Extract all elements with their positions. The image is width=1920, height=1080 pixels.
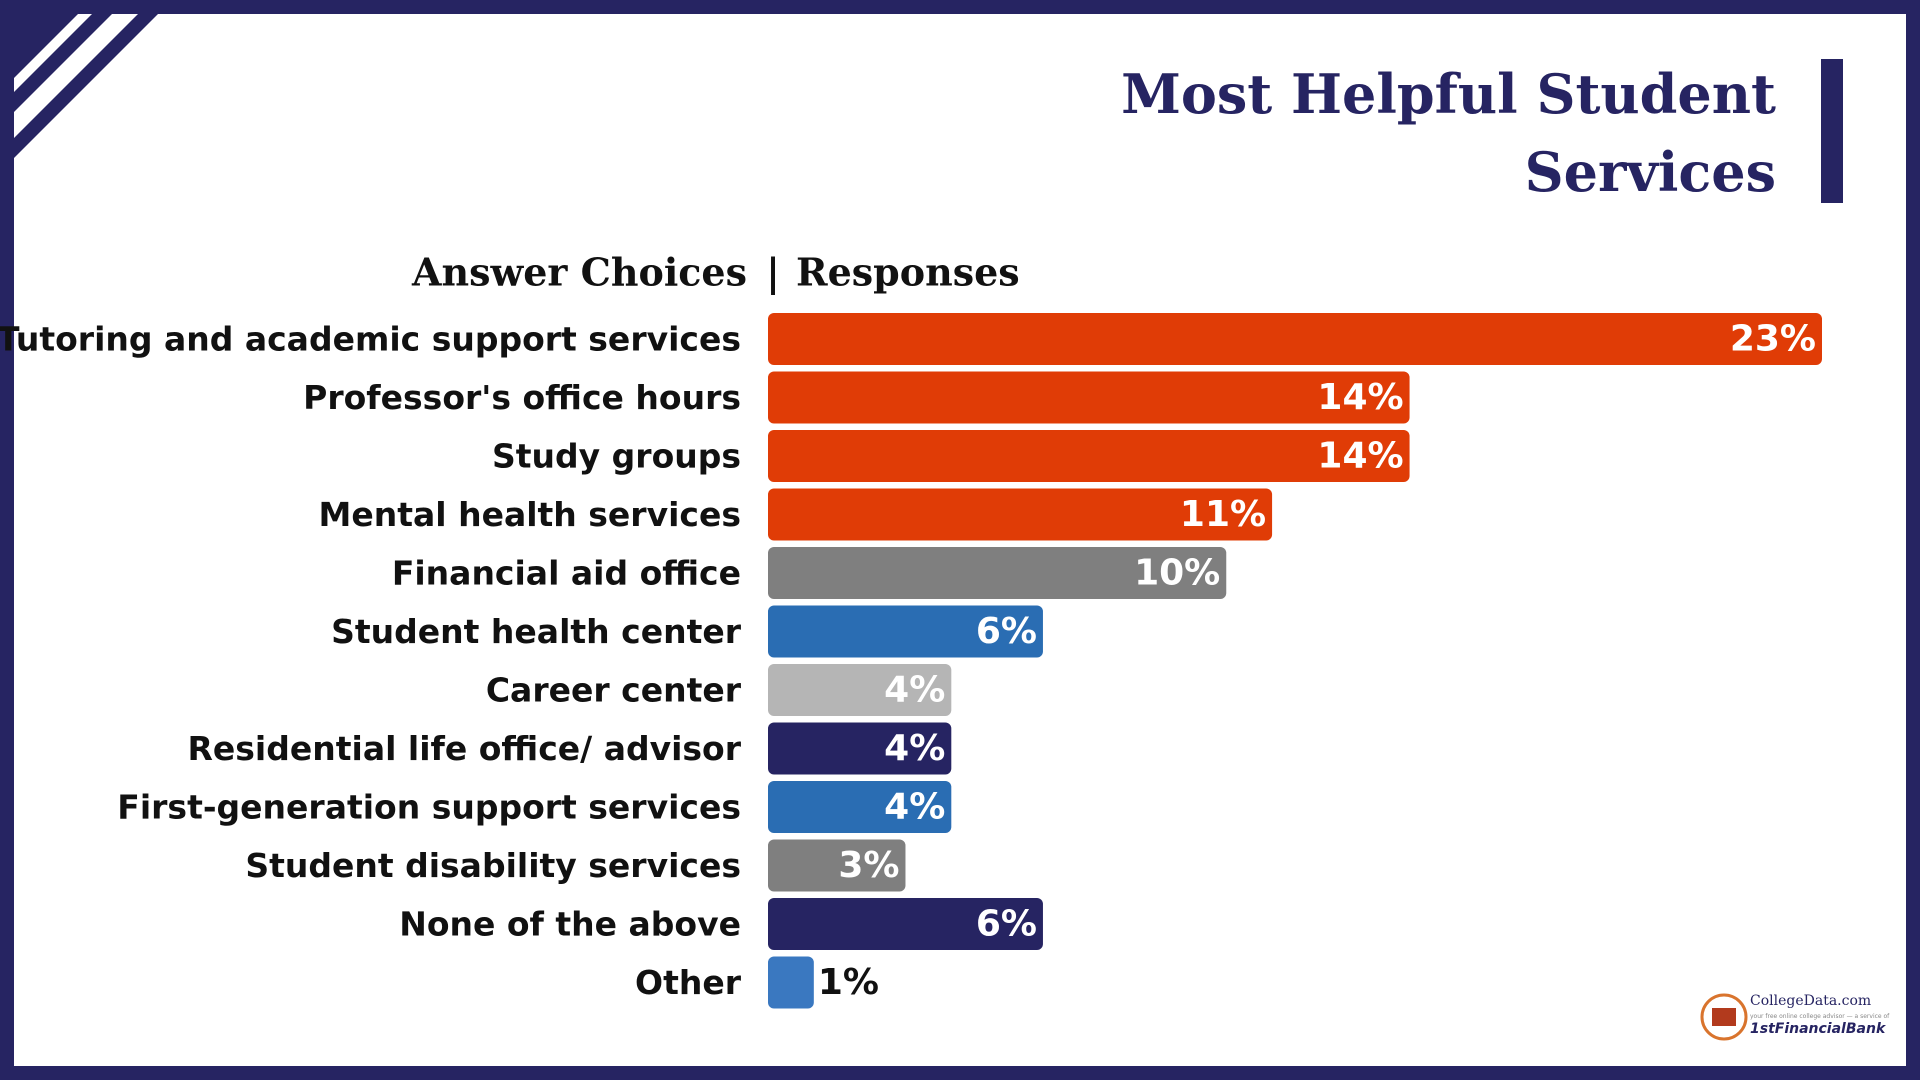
bar xyxy=(768,313,1822,365)
bar xyxy=(768,488,1273,541)
value-label: 4% xyxy=(884,787,945,828)
category-label: Student disability services xyxy=(245,846,741,885)
logo: CollegeData.com your free online college… xyxy=(1700,993,1890,1041)
header-separator: | xyxy=(766,250,780,295)
category-label: Professor's office hours xyxy=(303,378,741,417)
category-label: None of the above xyxy=(399,905,741,944)
value-label: 11% xyxy=(1180,494,1266,535)
category-label: First-generation support services xyxy=(117,788,741,827)
corner-stripe xyxy=(14,14,112,112)
category-label: Tutoring and academic support services xyxy=(0,320,741,359)
bar xyxy=(768,956,814,1009)
bar xyxy=(768,430,1410,482)
value-label: 4% xyxy=(884,728,945,769)
value-label: 1% xyxy=(818,962,879,1003)
logo-partner: 1stFinancialBank xyxy=(1750,1021,1887,1037)
category-header: Answer Choices xyxy=(411,250,747,295)
bar xyxy=(768,722,952,775)
category-label: Residential life office/ advisor xyxy=(187,729,741,768)
value-label: 6% xyxy=(976,611,1037,652)
value-label: 10% xyxy=(1134,553,1220,594)
value-label: 3% xyxy=(838,845,899,886)
corner-stripe xyxy=(14,14,158,158)
category-label: Mental health services xyxy=(319,495,741,534)
bar xyxy=(768,547,1227,599)
value-label: 6% xyxy=(976,904,1037,945)
bar xyxy=(768,371,1410,424)
category-label: Career center xyxy=(486,671,742,710)
chart-title: Most Helpful Student Services xyxy=(1121,62,1776,204)
category-label: Student health center xyxy=(331,612,742,651)
bar xyxy=(768,898,1043,950)
logo-icon xyxy=(1712,1008,1736,1026)
value-label: 14% xyxy=(1317,377,1403,418)
category-label: Financial aid office xyxy=(392,554,741,593)
category-label: Study groups xyxy=(492,437,741,476)
value-label: 23% xyxy=(1730,319,1816,360)
bar xyxy=(768,664,952,716)
logo-tagline: your free online college advisor — a ser… xyxy=(1750,1013,1890,1020)
bar xyxy=(768,839,906,892)
value-label: 14% xyxy=(1317,436,1403,477)
value-label: 4% xyxy=(884,670,945,711)
title-accent xyxy=(1821,59,1843,203)
category-label: Other xyxy=(635,963,742,1002)
logo-name: CollegeData.com xyxy=(1750,993,1871,1009)
value-header: Responses xyxy=(796,250,1020,295)
bar xyxy=(768,605,1043,658)
bar xyxy=(768,781,952,833)
corner-stripe xyxy=(14,14,78,78)
